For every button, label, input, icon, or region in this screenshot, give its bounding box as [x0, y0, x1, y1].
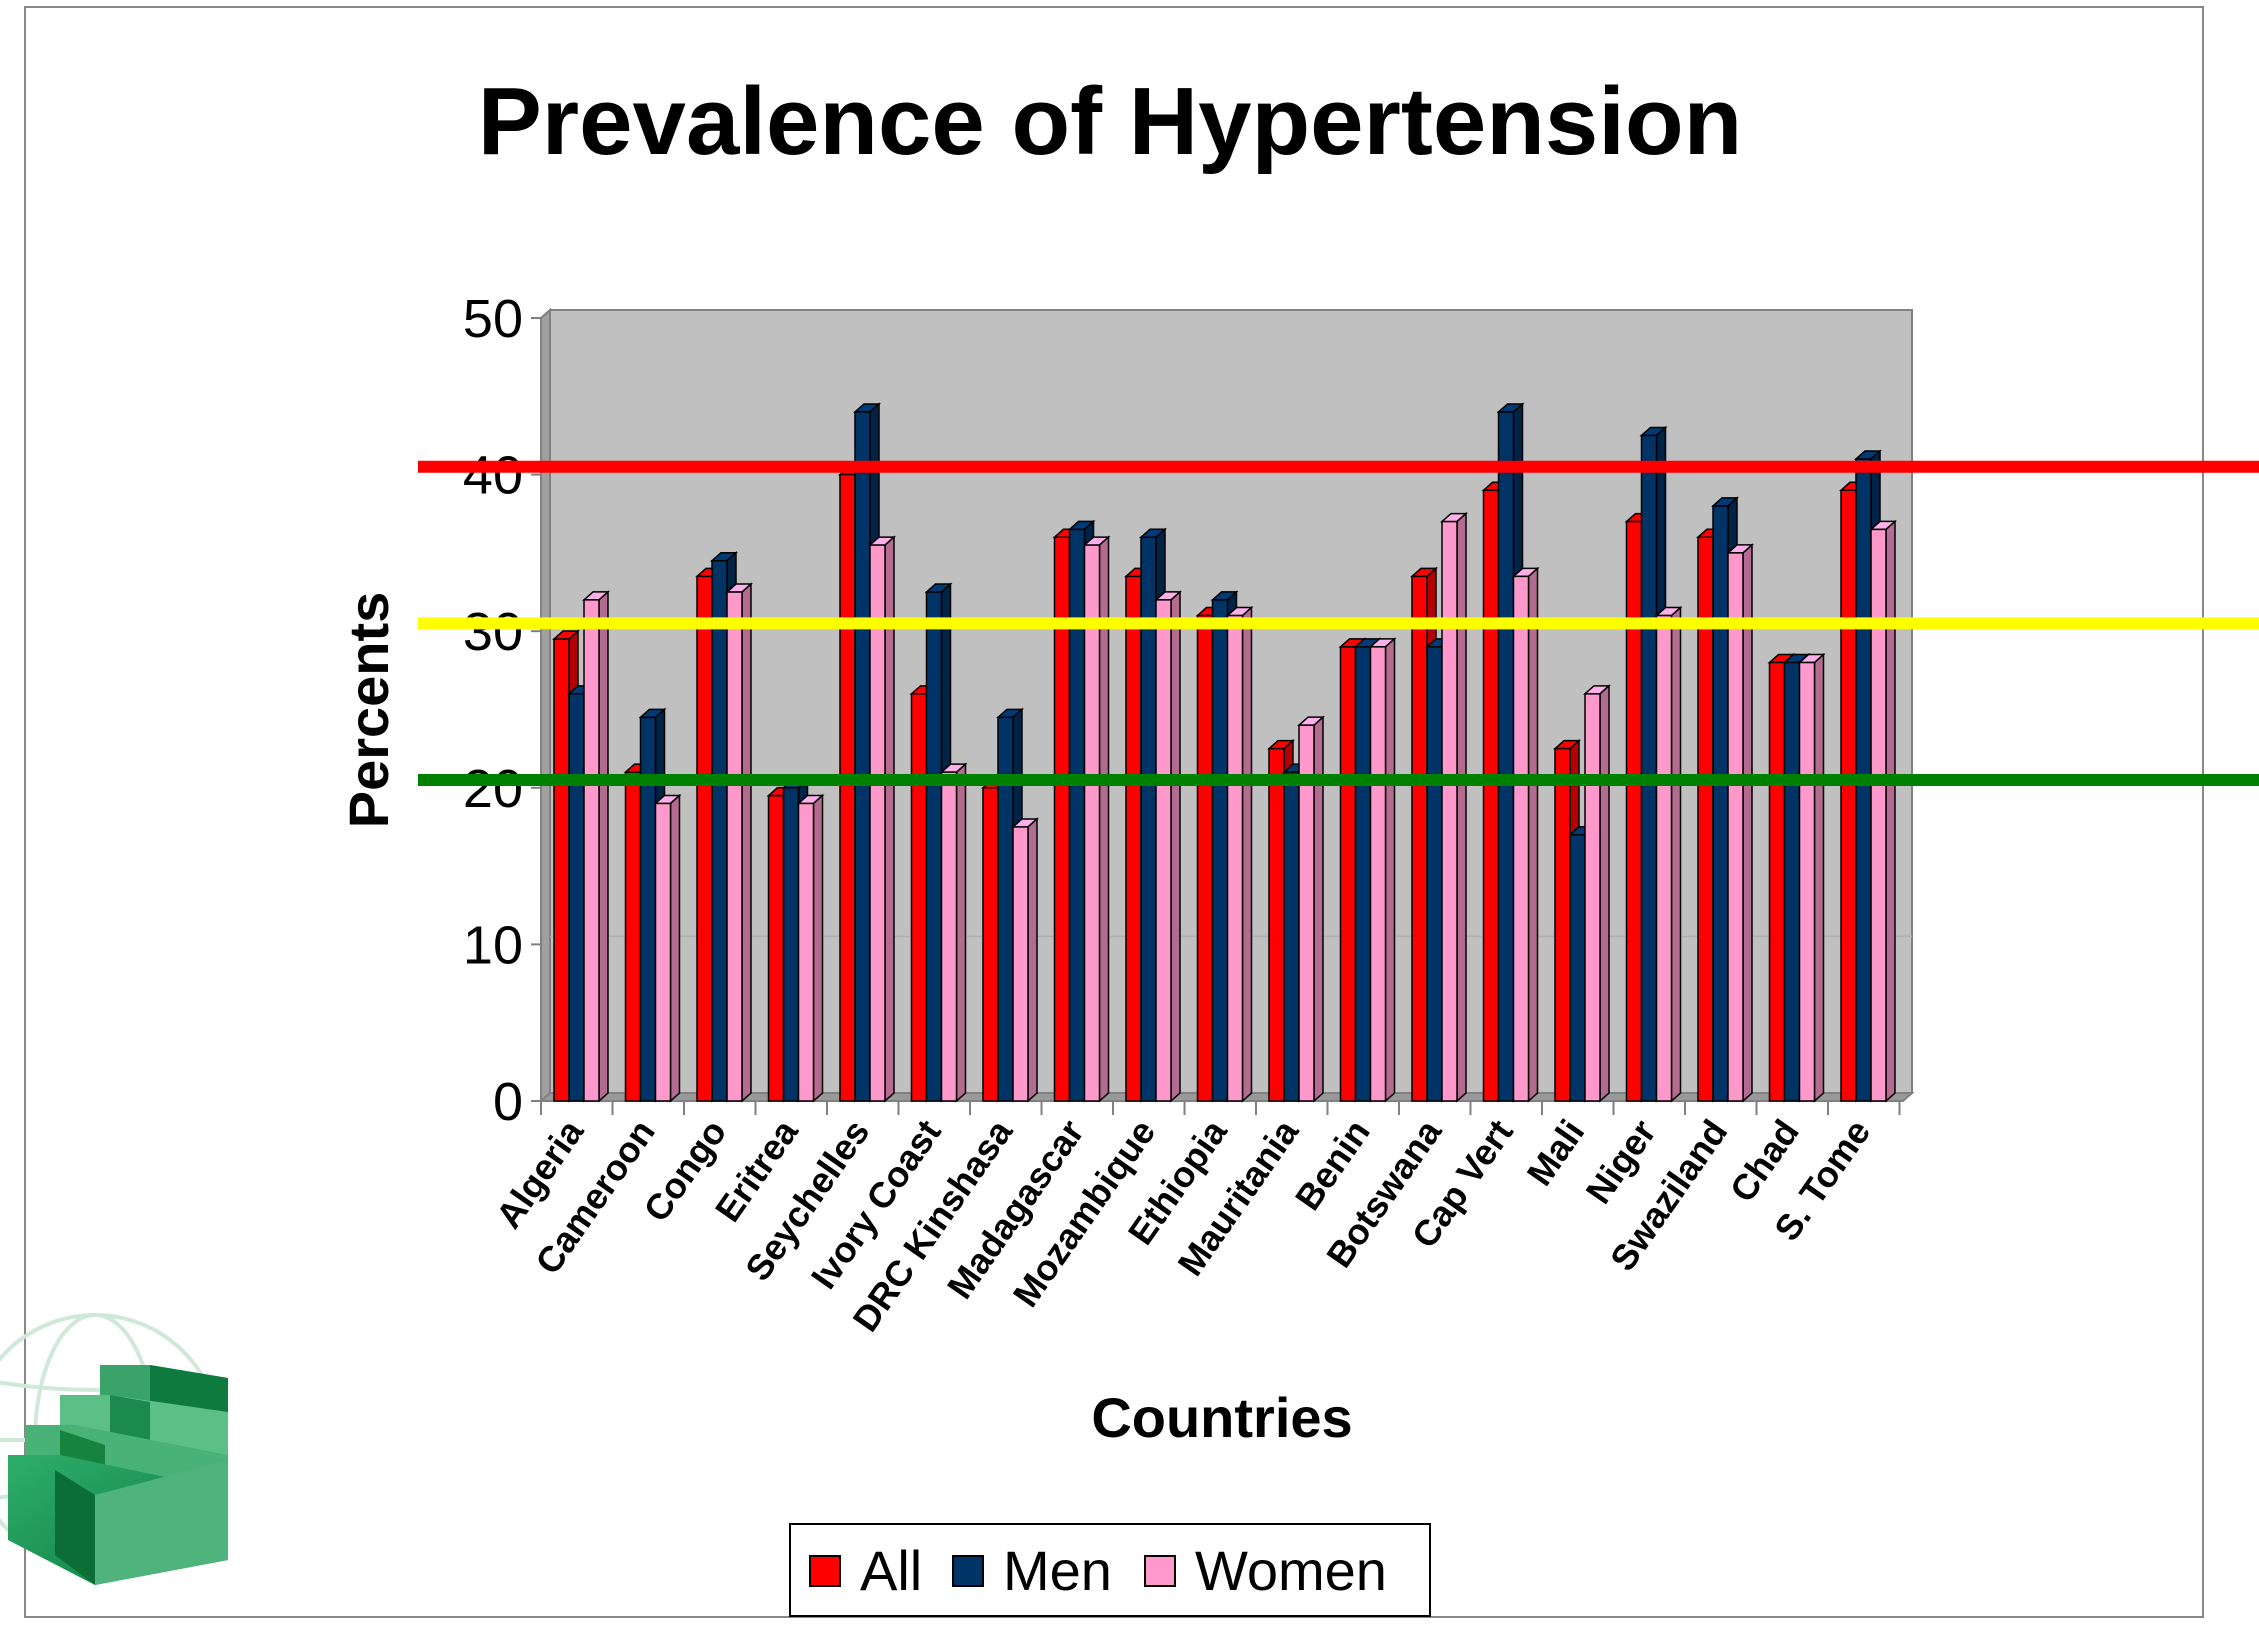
bars	[552, 402, 1897, 1103]
bar-women-cameroon	[653, 793, 682, 1103]
y-tick-label: 30	[463, 602, 523, 662]
legend-item-men: Men	[952, 1539, 1112, 1602]
bar-women-botswana	[1440, 511, 1468, 1103]
bar-women-s-tome	[1869, 519, 1897, 1103]
x-axis-title: Countries	[1091, 1386, 1352, 1449]
y-tick-labels: 0 10 20 30 40 50	[463, 289, 523, 1132]
legend-item-all: All	[809, 1539, 922, 1602]
bar-women-chad	[1797, 652, 1826, 1103]
bar-women-mauritania	[1297, 715, 1325, 1103]
legend-box	[789, 1523, 1431, 1617]
bar-women-eritrea	[796, 793, 825, 1103]
bar-women-ivory-coast	[939, 762, 968, 1103]
chart-title: Prevalence of Hypertension	[478, 68, 1742, 175]
stairs-globe-logo	[0, 1313, 228, 1585]
x-tick-labels: AlgeriaCameroonCongoEritreaSeychellesIvo…	[488, 1111, 1879, 1339]
bar-women-ethiopia	[1225, 605, 1254, 1103]
bar-women-seychelles	[868, 535, 896, 1103]
reference-lines	[418, 460, 2259, 786]
bar-women-mali	[1583, 684, 1611, 1103]
y-tick-label: 40	[463, 446, 523, 506]
bar-women-mozambique	[1154, 590, 1182, 1103]
bar-women-niger	[1654, 605, 1683, 1103]
y-tick-label: 0	[493, 1072, 523, 1132]
stairs-icon	[8, 1365, 228, 1585]
bar-women-benin	[1368, 637, 1397, 1103]
legend-swatch	[1144, 1555, 1176, 1587]
bar-women-madagascar	[1082, 535, 1111, 1103]
y-axis-title: Percents	[337, 592, 400, 829]
bar-women-algeria	[582, 590, 610, 1103]
legend-label: Men	[1003, 1539, 1112, 1602]
legend-swatch	[809, 1555, 841, 1587]
legend-label: All	[860, 1539, 922, 1602]
bar-women-swaziland	[1726, 543, 1754, 1103]
legend-label: Women	[1195, 1539, 1387, 1602]
bar-women-cap-vert	[1511, 566, 1540, 1103]
legend-item-women: Women	[1144, 1539, 1387, 1602]
y-tick-label: 10	[463, 915, 523, 975]
legend: All Men Women	[789, 1523, 1431, 1617]
y-tick-label: 50	[463, 289, 523, 349]
bar-women-drc-kinshasa	[1011, 817, 1039, 1103]
legend-swatch	[952, 1555, 984, 1587]
bar-women-congo	[725, 582, 753, 1103]
plot-side-wall	[540, 307, 551, 1104]
y-tick-label: 20	[463, 759, 523, 819]
